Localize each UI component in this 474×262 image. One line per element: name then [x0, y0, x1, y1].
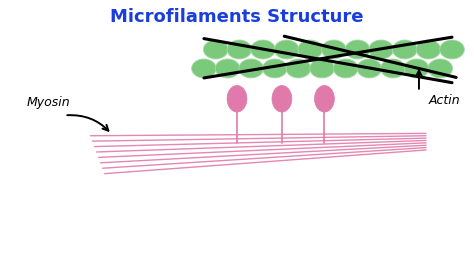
Ellipse shape	[310, 59, 334, 78]
Text: Actin: Actin	[428, 94, 460, 107]
Ellipse shape	[315, 85, 334, 112]
Ellipse shape	[274, 40, 299, 59]
Ellipse shape	[203, 40, 228, 59]
Ellipse shape	[333, 59, 358, 78]
Ellipse shape	[416, 40, 441, 59]
Ellipse shape	[251, 40, 275, 59]
Ellipse shape	[321, 40, 346, 59]
Ellipse shape	[227, 40, 252, 59]
Ellipse shape	[286, 59, 311, 78]
Ellipse shape	[392, 40, 417, 59]
Ellipse shape	[428, 59, 453, 78]
Ellipse shape	[298, 40, 322, 59]
Ellipse shape	[440, 40, 465, 59]
Ellipse shape	[263, 59, 287, 78]
Text: Microfilaments Structure: Microfilaments Structure	[110, 8, 364, 26]
Ellipse shape	[272, 85, 292, 112]
Text: Myosin: Myosin	[27, 96, 70, 109]
Ellipse shape	[357, 59, 382, 78]
Ellipse shape	[215, 59, 240, 78]
Ellipse shape	[369, 40, 393, 59]
Ellipse shape	[191, 59, 216, 78]
Ellipse shape	[404, 59, 429, 78]
Ellipse shape	[345, 40, 370, 59]
Ellipse shape	[239, 59, 264, 78]
Ellipse shape	[227, 85, 247, 112]
Ellipse shape	[381, 59, 405, 78]
